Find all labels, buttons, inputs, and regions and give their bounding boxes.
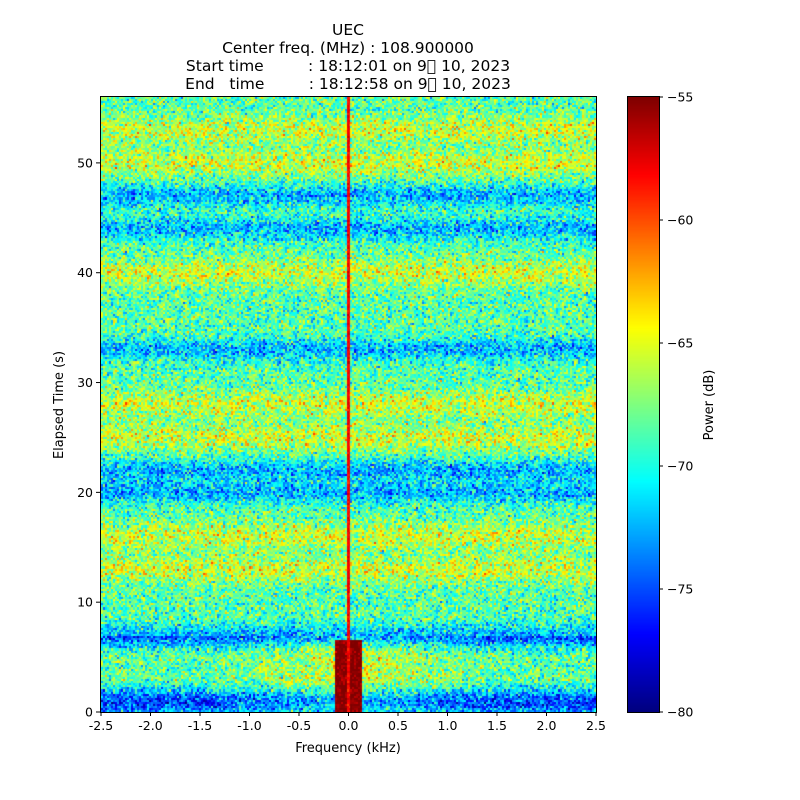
- y-tick-label: 10: [77, 595, 93, 610]
- title-line-center-freq: Center freq. (MHz) : 108.900000: [222, 39, 474, 57]
- colorbar-tick-label: −65: [667, 336, 693, 351]
- x-tick-label: -2.5: [89, 718, 113, 733]
- x-axis-label: Frequency (kHz): [295, 741, 401, 756]
- colorbar-tick-label: −55: [667, 90, 693, 105]
- x-tick-label: 0.0: [339, 718, 359, 733]
- x-tick-label: 2.5: [586, 718, 606, 733]
- colorbar-ticks: −80 −75 −70 −65 −60 −55: [659, 90, 693, 720]
- x-axis-ticks: -2.5 -2.0 -1.5 -1.0 -0.5 0.0 0.5 1.0 1.5 2.0 2.5: [89, 712, 606, 733]
- colorbar-frame: [627, 96, 660, 713]
- y-tick-label: 20: [77, 485, 93, 500]
- y-tick-label: 40: [77, 265, 93, 280]
- colorbar-gradient: [628, 97, 659, 712]
- y-tick-label: 0: [85, 705, 93, 720]
- y-tick-label: 50: [77, 155, 93, 170]
- x-tick-label: -0.5: [287, 718, 311, 733]
- y-tick-label: 30: [77, 375, 93, 390]
- title-line-start-time: Start time : 18:12:01 on 9  10, 2023: [185, 57, 511, 75]
- title-line-end-time: End time : 18:12:58 on 9  10, 2023: [185, 75, 511, 93]
- colorbar-tick-label: −60: [667, 213, 693, 228]
- colorbar-tick-label: −75: [667, 582, 693, 597]
- spectrogram-heatmap: [101, 97, 596, 712]
- x-tick-label: 1.0: [438, 718, 458, 733]
- x-tick-label: 0.5: [388, 718, 408, 733]
- colorbar-tick-label: −80: [667, 705, 693, 720]
- x-tick-label: 1.5: [487, 718, 507, 733]
- x-tick-label: -1.5: [188, 718, 212, 733]
- y-axis-label: Elapsed Time (s): [52, 351, 67, 459]
- colorbar-tick-label: −70: [667, 459, 693, 474]
- title-line-station: UEC: [332, 21, 364, 39]
- x-tick-label: -1.0: [237, 718, 261, 733]
- x-tick-label: -2.0: [138, 718, 162, 733]
- colorbar-label: Power (dB): [702, 370, 717, 441]
- x-tick-label: 2.0: [537, 718, 557, 733]
- y-axis-ticks: 0 10 20 30 40 50: [77, 155, 101, 720]
